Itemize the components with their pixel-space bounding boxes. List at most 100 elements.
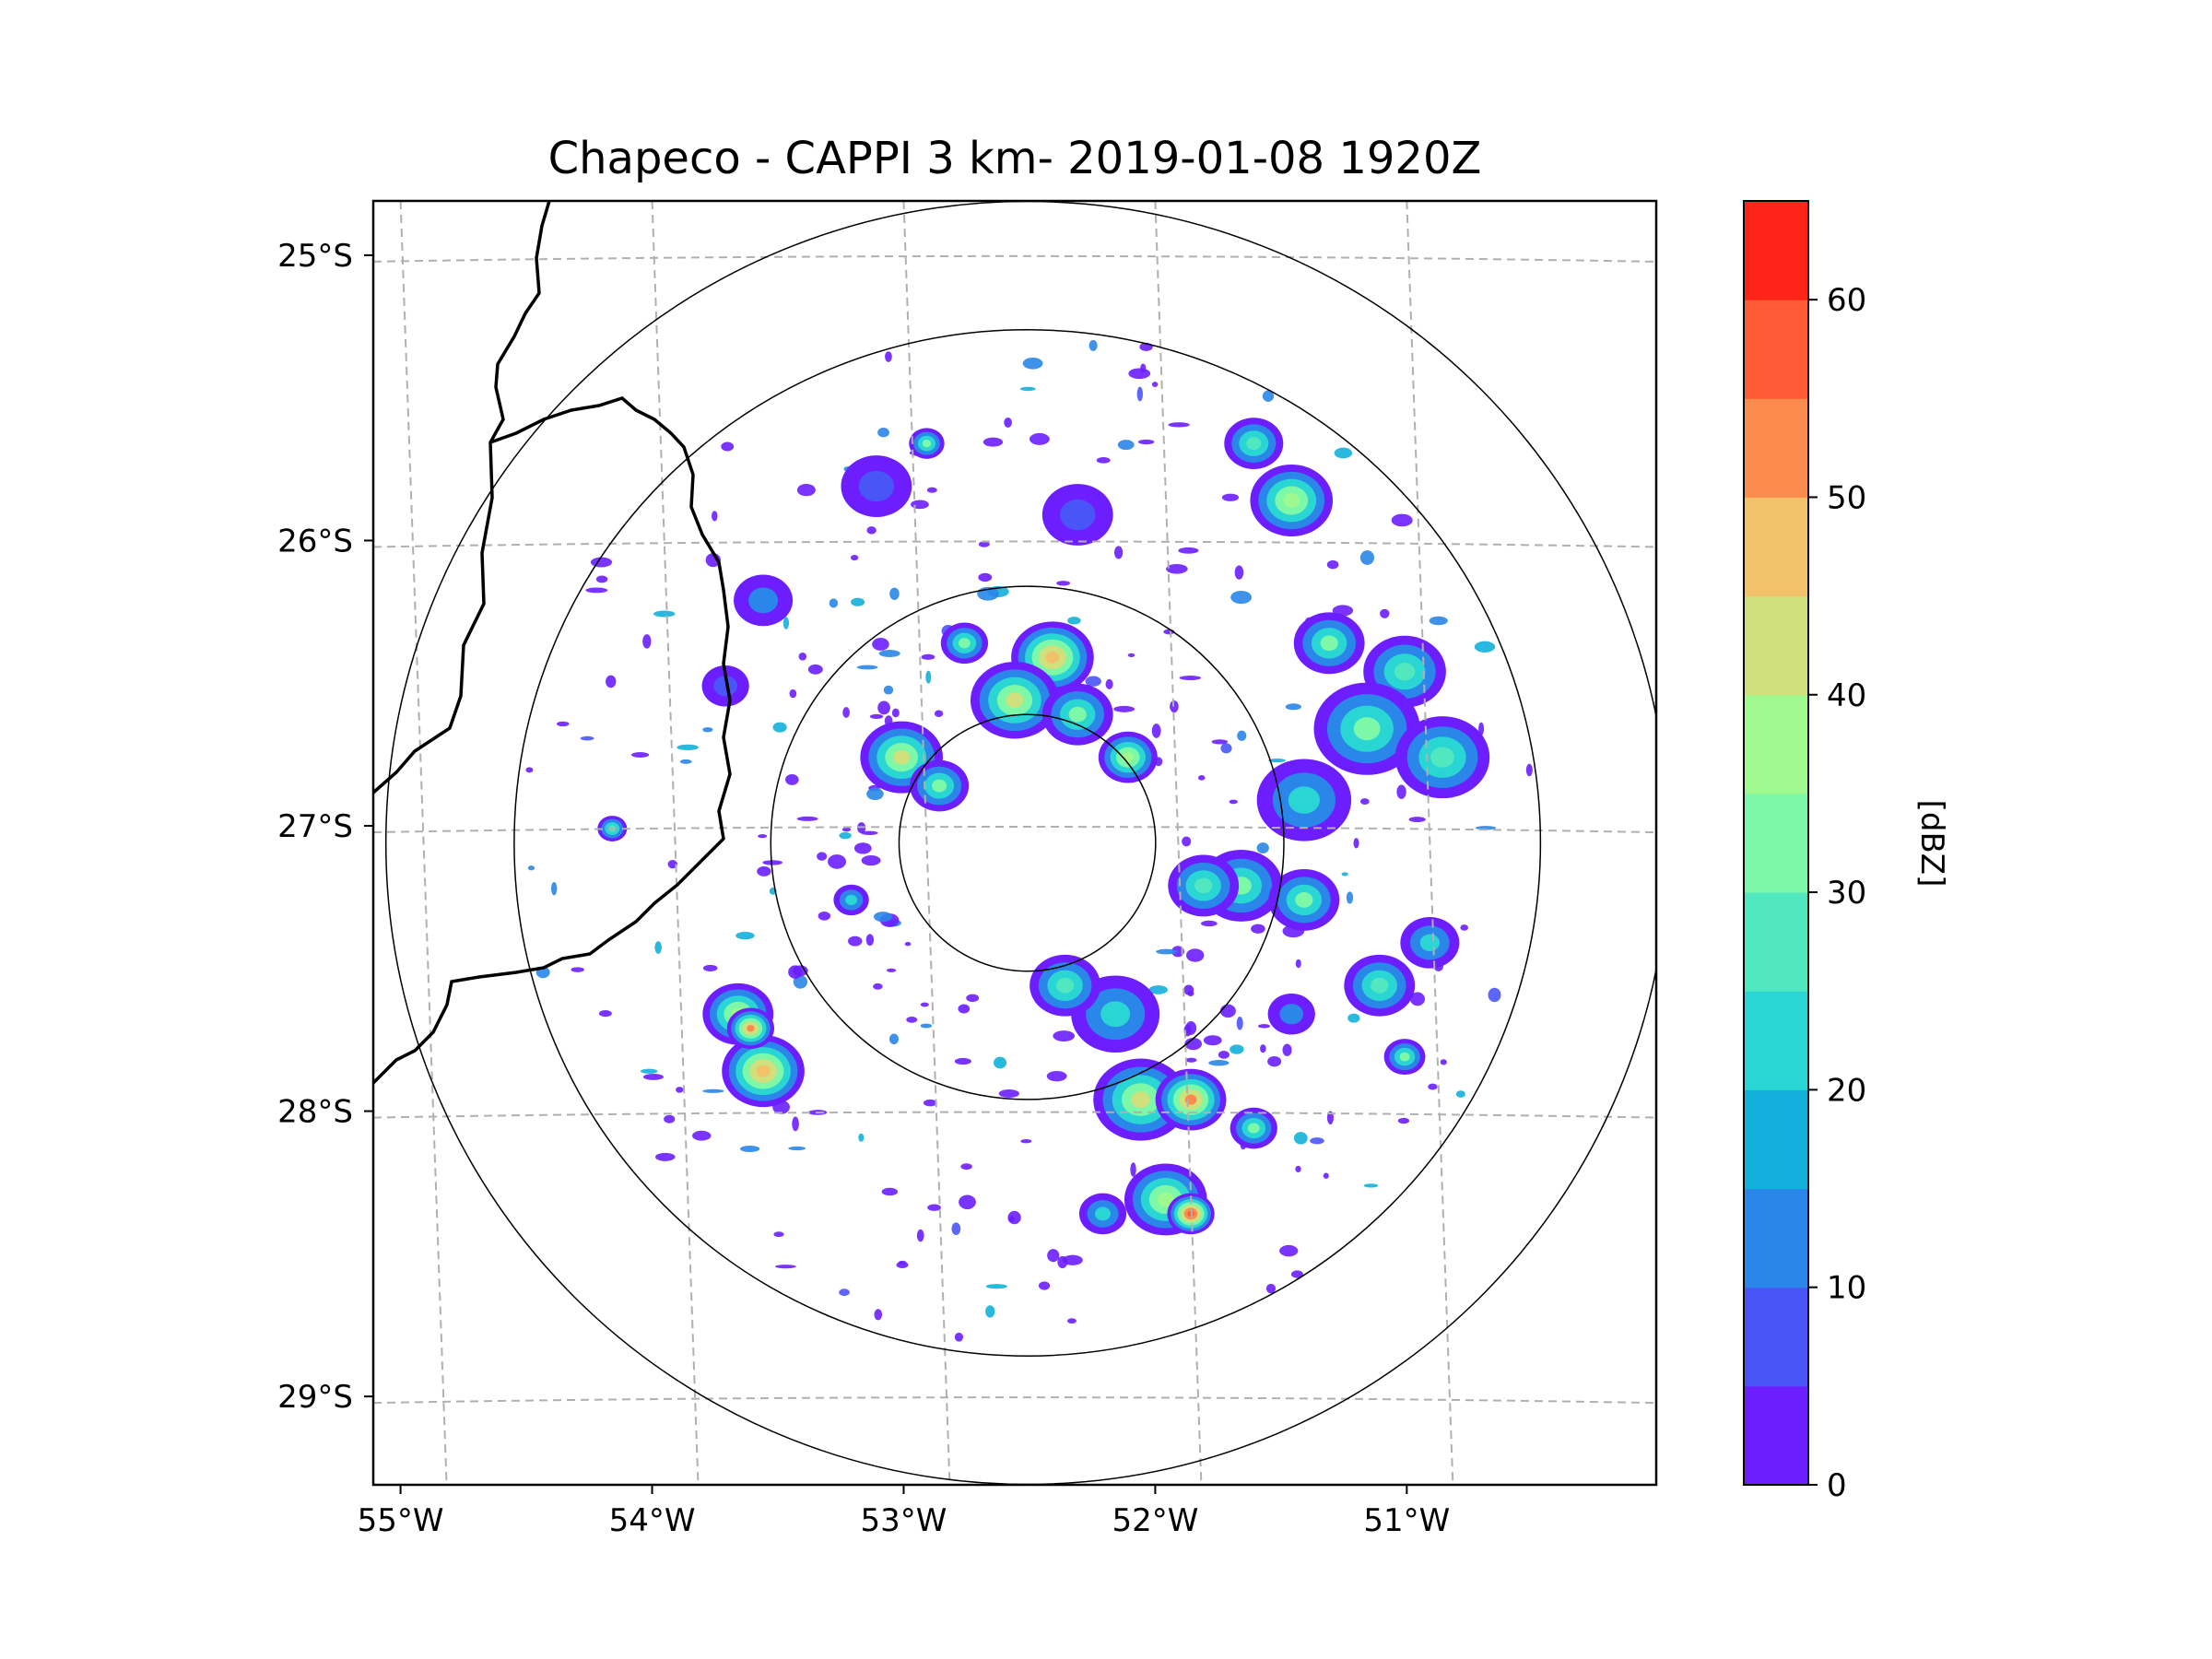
x-axis-ticks: 55°W 54°W 53°W 52°W 51°W: [358, 1485, 1450, 1539]
echo-speckle: [818, 911, 831, 921]
echo-speckle: [1151, 724, 1161, 738]
y-tick-label: 25°S: [277, 238, 353, 275]
echo-speckle: [740, 1145, 760, 1152]
echo-speckle: [1265, 1283, 1277, 1294]
echo-speckle: [1056, 581, 1071, 586]
echo-speckle: [758, 834, 768, 839]
echo-speckle: [1234, 565, 1244, 580]
echo-speckle: [654, 1152, 676, 1161]
echo-cell: [1279, 1004, 1304, 1025]
echo-speckle: [985, 1284, 1007, 1289]
echo-speckle: [1380, 608, 1390, 618]
echo-speckle: [1096, 456, 1111, 464]
echo-speckle: [796, 483, 816, 497]
echo-speckle: [850, 554, 859, 561]
echo-cell: [1394, 663, 1416, 681]
echo-speckle: [1236, 1017, 1243, 1030]
x-tick-label: 55°W: [358, 1502, 444, 1539]
echo-speckle: [885, 351, 892, 362]
echo-speckle: [631, 752, 650, 758]
echo-speckle: [525, 767, 534, 773]
colorbar-ticks: 0 10 20 30 40 50 60: [1808, 282, 1866, 1504]
echo-speckle: [951, 1222, 961, 1236]
echo-speckle: [1156, 948, 1178, 955]
echo-speckle: [1326, 1111, 1335, 1125]
echo-speckle: [921, 653, 935, 660]
echo-speckle: [1088, 339, 1098, 351]
echo-cell: [1353, 717, 1381, 741]
echo-cell: [845, 894, 857, 905]
echo-speckle: [1428, 1083, 1438, 1090]
echo-speckle: [1022, 357, 1043, 370]
map-axes: [371, 199, 1658, 1487]
echo-speckle: [839, 831, 852, 840]
echo-speckle: [1198, 775, 1206, 781]
echo-speckle: [1185, 1057, 1197, 1063]
echo-speckle: [925, 670, 932, 684]
echo-speckle: [978, 572, 993, 582]
echo-speckle: [1151, 382, 1159, 388]
echo-speckle: [1262, 390, 1275, 402]
echo-speckle: [640, 1068, 658, 1074]
echo-speckle: [788, 1146, 806, 1151]
echo-speckle: [1429, 616, 1448, 626]
echo-cell: [959, 638, 971, 649]
echo-speckle: [1257, 1024, 1271, 1029]
echo-speckle: [1047, 1249, 1060, 1263]
echo-speckle: [792, 1116, 799, 1132]
echo-speckle: [1488, 987, 1501, 1003]
colorbar-swatches: [1744, 201, 1808, 1486]
colorbar-tick-label: 60: [1827, 282, 1866, 319]
echo-speckle: [1256, 842, 1269, 853]
echo-speckle: [789, 688, 797, 699]
colorbar-swatch: [1744, 300, 1808, 399]
echo-speckle: [702, 1088, 724, 1093]
echo-speckle: [1220, 743, 1232, 754]
echo-cell: [858, 470, 895, 502]
echo-speckle: [1113, 705, 1135, 712]
echo-cell: [1094, 1206, 1112, 1221]
echo-speckle: [807, 664, 823, 675]
echo-cell: [748, 587, 779, 614]
parallel-line: [373, 1396, 1656, 1405]
echo-speckle: [874, 1309, 883, 1321]
echo-speckle: [1185, 1020, 1197, 1035]
echo-speckle: [877, 428, 889, 438]
echo-speckle: [1295, 959, 1301, 969]
echo-speckle: [773, 1231, 784, 1238]
echo-speckle: [1410, 992, 1426, 1006]
echo-speckle: [1184, 1037, 1202, 1051]
echo-speckle: [762, 860, 783, 865]
echo-speckle: [896, 1261, 909, 1268]
echo-speckle: [1229, 799, 1238, 805]
echo-speckle: [851, 597, 865, 606]
echo-speckle: [677, 744, 699, 751]
echo-speckle: [1179, 676, 1202, 681]
echo-speckle: [1391, 513, 1413, 527]
echo-cell: [1419, 934, 1441, 952]
echo-speckle: [1440, 1059, 1447, 1065]
echo-speckle: [785, 773, 799, 785]
meridian-line: [902, 201, 951, 1485]
echo-speckle: [1260, 1044, 1266, 1053]
x-tick-label: 51°W: [1363, 1502, 1450, 1539]
echo-speckle: [916, 1229, 924, 1242]
echo-speckle: [1148, 985, 1168, 994]
y-axis-ticks: 25°S 26°S 27°S 28°S 29°S: [277, 238, 373, 1416]
echo-speckle: [1341, 872, 1348, 877]
echo-speckle: [1478, 722, 1485, 735]
echo-speckle: [982, 437, 1004, 447]
echo-speckle: [1293, 1132, 1308, 1145]
echo-speckle: [873, 982, 883, 990]
echo-speckle: [883, 685, 894, 695]
echo-speckle: [1290, 1270, 1303, 1278]
echo-speckle: [1219, 1004, 1236, 1018]
echo-speckle: [712, 511, 718, 522]
echo-cell: [1131, 1091, 1150, 1109]
echo-speckle: [1230, 590, 1253, 605]
echo-speckle: [782, 617, 790, 629]
echo-speckle: [1062, 1254, 1083, 1265]
parallel-line: [373, 826, 1656, 834]
echo-speckle: [1474, 641, 1496, 653]
echo-cell: [756, 1065, 771, 1077]
